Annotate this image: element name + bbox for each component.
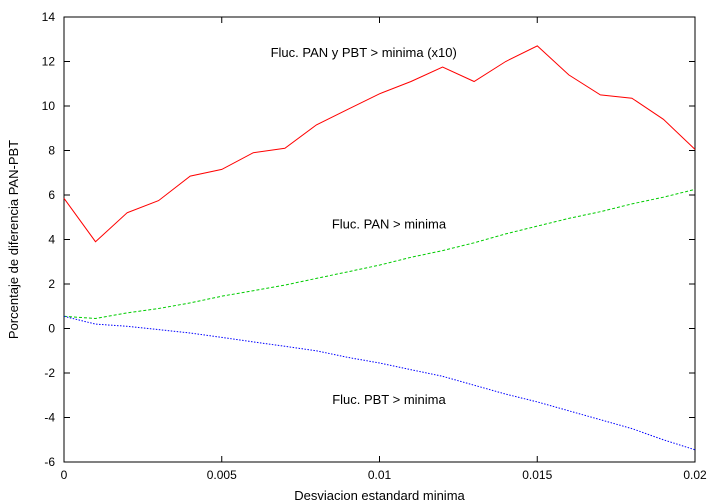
series-annotation-2: Fluc. PAN > minima	[332, 216, 447, 231]
data-series	[63, 45, 696, 451]
series-annotation-1: Fluc. PAN y PBT > minima (x10)	[271, 45, 457, 60]
y-tick-label: 2	[48, 277, 55, 291]
y-tick-label: -6	[44, 455, 55, 469]
y-tick-label: 12	[42, 55, 56, 69]
series-annotations: Fluc. PAN y PBT > minima (x10) Fluc. PAN …	[271, 45, 457, 407]
axis-ticks	[63, 16, 696, 463]
y-axis-label: Porcentaje de diferencia PAN-PBT	[6, 140, 21, 339]
x-tick-label: 0.015	[522, 468, 552, 482]
series-line-1	[63, 45, 696, 243]
axis-tick-labels: -6 -4 -2 0 2 4 6 8 10 12 14 0 0.005 0.01 0.015 0.02	[42, 10, 707, 482]
y-tick-label: 8	[48, 144, 55, 158]
y-tick-label: -4	[44, 411, 55, 425]
y-tick-label: 4	[48, 233, 55, 247]
x-tick-label: 0.02	[683, 468, 707, 482]
series-line-3	[63, 315, 696, 451]
x-tick-label: 0	[61, 468, 68, 482]
series-annotation-3: Fluc. PBT > minima	[332, 392, 446, 407]
x-tick-label: 0.01	[368, 468, 392, 482]
y-tick-label: 10	[42, 99, 56, 113]
x-tick-label: 0.005	[207, 468, 237, 482]
series-line-2	[63, 188, 696, 320]
y-tick-label: 0	[48, 322, 55, 336]
y-tick-label: 14	[42, 10, 56, 24]
x-axis-label: Desviacion estandard minima	[294, 488, 465, 503]
y-tick-label: 6	[48, 188, 55, 202]
y-tick-label: -2	[44, 366, 55, 380]
